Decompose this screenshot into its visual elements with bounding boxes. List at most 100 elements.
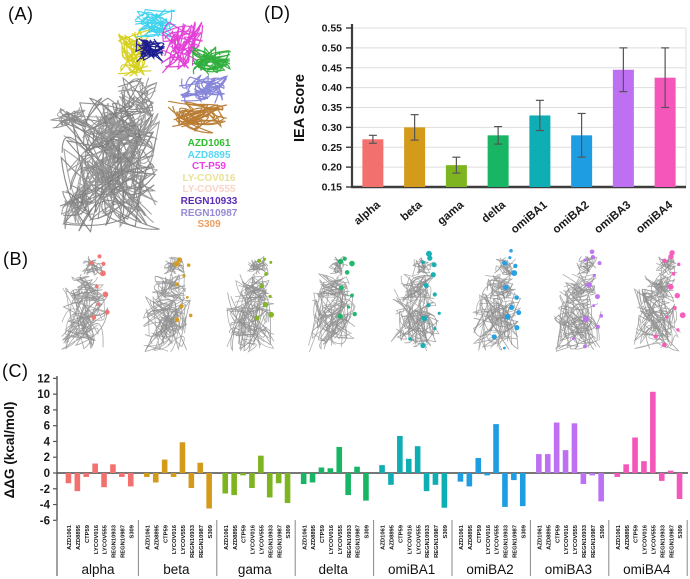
x-category-label-omiBA3: omiBA3 <box>592 199 633 236</box>
mini-spike-body <box>142 287 191 352</box>
ribbon-stroke <box>654 273 673 302</box>
antibody-label: AZD8895 <box>546 524 552 550</box>
ribbon-stroke <box>564 287 591 302</box>
mutation-dot <box>679 312 686 319</box>
antibody-label: CTP59 <box>320 524 326 543</box>
spike-arm <box>50 107 86 129</box>
mutation-dot <box>662 342 667 348</box>
mutation-dot <box>179 304 184 309</box>
antibody-label: REGN10987 <box>120 525 126 558</box>
mutation-dots <box>254 257 275 321</box>
mutation-dot <box>96 302 101 306</box>
error-bar-delta <box>494 125 503 145</box>
antibody-label: CTP59 <box>242 524 248 543</box>
mutation-dot <box>352 311 357 317</box>
ribbon-stroke <box>66 186 92 220</box>
bar-omiBA3-S309 <box>598 473 604 502</box>
bar-omiBA4-CTP59 <box>632 437 638 473</box>
ribbon-stroke <box>641 289 676 347</box>
antibody-label: AZD1061 <box>459 524 465 550</box>
mutation-dot <box>186 263 191 267</box>
spike-top <box>117 76 158 117</box>
chart-text: 0 <box>44 468 50 480</box>
antibody-label: AZD8895 <box>468 524 474 550</box>
antibody-ct-p59 <box>160 21 204 74</box>
ribbon-stroke <box>485 274 511 293</box>
ribbon-stroke <box>315 299 343 332</box>
ribbon-stroke <box>69 130 154 191</box>
mutation-dot <box>502 260 508 266</box>
bar-omiBA1-AZD1061 <box>379 465 385 473</box>
group-label-gama: gama <box>238 562 272 577</box>
mutation-dot <box>672 305 677 310</box>
chart-text: 8 <box>44 405 51 417</box>
antibody-label: AZD8895 <box>390 524 396 550</box>
mutation-dots <box>491 248 522 350</box>
bar-alpha <box>362 139 384 187</box>
ribbon-stroke <box>565 286 595 300</box>
antibody-label: S309 <box>678 524 684 538</box>
ribbon-stroke <box>643 283 675 303</box>
group-alpha: AZD1061 AZD8895 CTP59 LYCOV016 LYCOV555 REGN1… <box>65 463 135 558</box>
bar-omiBA2-LYCOV555 <box>493 424 499 473</box>
legend-item-ly-cov016: LY-COV016 <box>182 172 236 184</box>
ribbon-stroke <box>192 58 231 75</box>
ribbon-stroke <box>167 100 226 126</box>
chart-text: 0.50 <box>322 42 343 54</box>
group-label-beta: beta <box>163 562 190 577</box>
chart-text: 0.30 <box>322 122 343 134</box>
ribbon-stroke <box>164 262 184 270</box>
mutation-dot <box>174 317 180 323</box>
ribbon-stroke <box>499 263 514 276</box>
mini-structure-3 <box>226 255 275 353</box>
antibody-label: LYCOV555 <box>260 524 266 554</box>
bar-omiBA3-AZD8895 <box>544 454 551 473</box>
panel-a-label: (A) <box>8 4 34 24</box>
x-category-label-omiBA1: omiBA1 <box>509 199 550 237</box>
chart-text: 12 <box>37 373 50 385</box>
mutation-dot <box>426 303 431 308</box>
error-bar-omiBA3 <box>619 47 628 93</box>
bar-omiBA4-LYCOV555 <box>650 391 656 473</box>
bar-alpha-REGN10933 <box>110 464 116 473</box>
mutation-dot <box>669 250 675 256</box>
bar-gama-AZD1061 <box>222 473 229 494</box>
ribbon-stroke <box>474 301 507 351</box>
mutation-dot <box>586 282 592 288</box>
ribbon-stroke <box>81 126 148 226</box>
ribbon-stroke <box>185 107 221 132</box>
mutation-dots <box>173 257 193 323</box>
bar-alpha-LYCOV016 <box>92 463 98 473</box>
chart-text: 0.20 <box>322 162 343 174</box>
bar-omiBA2-REGN10933 <box>502 473 508 507</box>
bar-omiBA3-CTP59 <box>553 422 560 473</box>
ribbon-stroke <box>63 185 92 225</box>
mutation-dot <box>514 325 520 331</box>
bar-delta-REGN10987 <box>354 466 360 473</box>
bar-omiBA1-LYCOV555 <box>414 446 421 473</box>
antibody-label: LYCOV016 <box>251 524 257 554</box>
mutation-dots <box>653 250 686 348</box>
antibody-label: LYCOV016 <box>486 524 492 554</box>
mutation-dot <box>102 291 109 298</box>
bar-beta-S309 <box>206 473 212 509</box>
ribbon-stroke <box>500 259 517 274</box>
mini-structure-5 <box>390 250 441 352</box>
gridlines <box>352 27 686 168</box>
ribbon-stroke <box>55 110 86 128</box>
bar-omiBA4-REGN10987 <box>667 470 674 473</box>
ribbon-stroke <box>160 45 203 74</box>
chart-text: -6 <box>40 515 50 527</box>
bar-omiBA4-REGN10933 <box>658 473 665 481</box>
antibody-label: AZD8895 <box>154 524 160 550</box>
bar-omiBA3-AZD1061 <box>536 454 542 473</box>
bar-omiBA4-AZD1061 <box>614 473 621 477</box>
group-omiBA4: AZD1061 AZD8895 CTP59 LYCOV016 LYCOV555 REGN1… <box>614 391 684 558</box>
antibody-label: CTP59 <box>163 524 169 543</box>
antibody-label: LYCOV555 <box>495 524 501 554</box>
antibody-label: REGN10987 <box>277 525 283 558</box>
ribbon-stroke <box>401 299 438 338</box>
bar-omiBA4-LYCOV016 <box>641 461 647 473</box>
ribbon-stroke <box>326 275 346 294</box>
ribbon-stroke <box>396 305 429 341</box>
